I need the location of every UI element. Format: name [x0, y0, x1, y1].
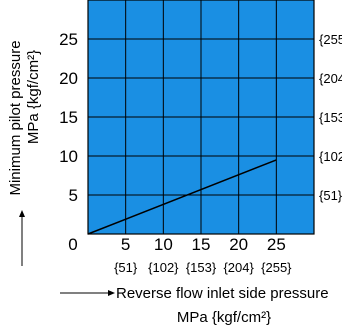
- x-tick-label: 10: [154, 235, 173, 254]
- x-subtick-label: {204}: [223, 260, 254, 275]
- x-axis-label-line2: MPa {kgf/cm²}: [177, 309, 271, 326]
- grid-lines: [88, 0, 314, 234]
- x-subtick-label: {255}: [261, 260, 292, 275]
- x-tick-label: 15: [192, 235, 211, 254]
- y-tick-label: 10: [59, 147, 78, 166]
- x-axis-arrow: [60, 290, 115, 296]
- y-axis-label-line1: Minimum pilot pressure: [7, 40, 24, 195]
- y-subtick-label: {255}: [319, 32, 342, 47]
- x-axis-label-line1: Reverse flow inlet side pressure: [116, 285, 329, 302]
- x-subtick-label: {153}: [186, 260, 217, 275]
- y-subtick-label: {102}: [319, 149, 342, 164]
- y-subtick-label: {153}: [319, 110, 342, 125]
- x-subtick-label: {51}: [114, 260, 138, 275]
- x-tick-label: 25: [267, 235, 286, 254]
- y-subtick-label: {204}: [319, 71, 342, 86]
- y-tick-label: 15: [59, 108, 78, 127]
- origin-label: 0: [68, 235, 77, 254]
- y-axis-label-line2: MPa {kgf/cm²}: [25, 50, 42, 144]
- y-subtick-label: {51}: [319, 188, 342, 203]
- y-axis-arrow: [19, 210, 25, 266]
- x-tick-label: 20: [229, 235, 248, 254]
- y-tick-label: 25: [59, 30, 78, 49]
- y-tick-label: 20: [59, 69, 78, 88]
- x-axis-subticks: {51} {102} {153} {204} {255}: [114, 260, 292, 275]
- x-subtick-label: {102}: [148, 260, 179, 275]
- x-tick-label: 5: [121, 235, 130, 254]
- y-axis-ticks: 5 10 15 20 25: [59, 30, 78, 205]
- y-tick-label: 5: [69, 186, 78, 205]
- series-line: [87, 159, 277, 235]
- x-axis-ticks: 5 10 15 20 25: [121, 235, 286, 254]
- y-axis-subticks: {51} {102} {153} {204} {255}: [319, 32, 342, 203]
- data-series: [87, 159, 277, 235]
